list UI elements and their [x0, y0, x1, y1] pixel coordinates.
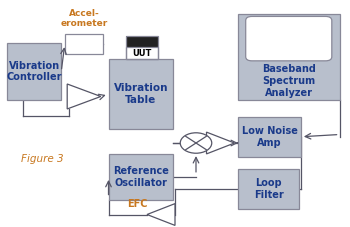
Text: Vibration
Table: Vibration Table	[114, 83, 168, 105]
Bar	[126, 36, 158, 59]
Text: Baseband
Spectrum
Analyzer: Baseband Spectrum Analyzer	[262, 64, 316, 98]
Text: EFC: EFC	[127, 199, 148, 209]
Polygon shape	[206, 132, 235, 154]
FancyBboxPatch shape	[238, 169, 299, 209]
Text: Loop
Filter: Loop Filter	[254, 178, 284, 200]
Text: Accel-
erometer: Accel- erometer	[60, 9, 108, 28]
FancyBboxPatch shape	[108, 59, 173, 129]
Text: Figure 3: Figure 3	[21, 154, 64, 164]
Circle shape	[180, 133, 212, 153]
Polygon shape	[67, 84, 101, 109]
Bar	[126, 36, 158, 47]
FancyBboxPatch shape	[108, 154, 173, 200]
Text: UUT: UUT	[132, 49, 152, 58]
Text: Vibration
Controller: Vibration Controller	[6, 61, 62, 82]
FancyBboxPatch shape	[7, 43, 61, 100]
FancyBboxPatch shape	[238, 117, 301, 157]
Text: Low Noise
Amp: Low Noise Amp	[241, 126, 298, 148]
FancyBboxPatch shape	[65, 34, 103, 54]
Bar	[126, 47, 158, 59]
Text: Reference
Oscillator: Reference Oscillator	[113, 166, 169, 188]
Polygon shape	[147, 204, 175, 225]
FancyBboxPatch shape	[246, 16, 332, 61]
FancyBboxPatch shape	[238, 14, 340, 100]
